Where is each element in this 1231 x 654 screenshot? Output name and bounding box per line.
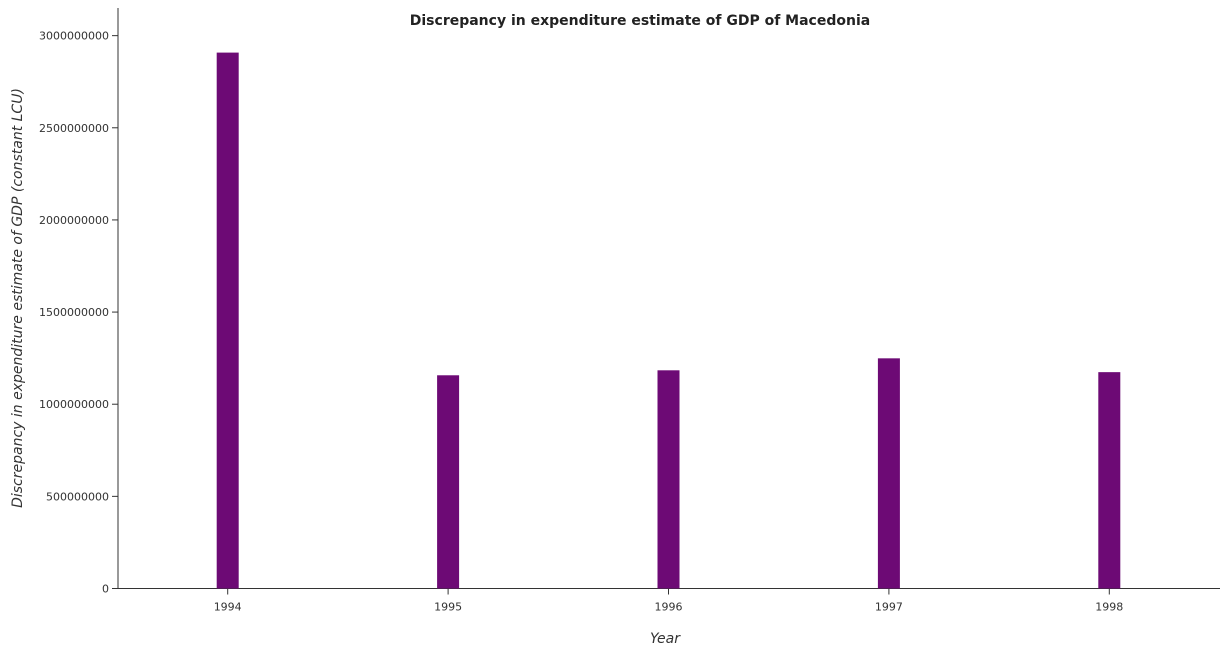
y-tick-label: 1000000000 xyxy=(39,398,109,411)
x-tick-label: 1998 xyxy=(1095,601,1123,614)
y-tick-label: 500000000 xyxy=(46,490,109,503)
x-tick-label: 1996 xyxy=(655,601,683,614)
y-tick-label: 0 xyxy=(102,583,109,596)
y-tick-label: 1500000000 xyxy=(39,306,109,319)
y-tick-label: 2500000000 xyxy=(39,122,109,135)
y-axis-label: Discrepancy in expenditure estimate of G… xyxy=(10,88,26,508)
y-axis-ticks: 0 500000000 1000000000 1500000000 2000000000… xyxy=(39,30,118,596)
bar-1996 xyxy=(657,370,680,589)
chart-title: Discrepancy in expenditure estimate of G… xyxy=(410,13,870,29)
y-tick-label: 3000000000 xyxy=(39,30,109,43)
x-axis-label: Year xyxy=(650,631,681,647)
x-tick-label: 1994 xyxy=(214,601,242,614)
bar-1997 xyxy=(877,358,900,589)
x-axis-ticks: 1994 1995 1996 1997 1998 xyxy=(214,588,1123,614)
plot-area: 0 500000000 1000000000 1500000000 2000000000… xyxy=(39,8,1220,614)
bar-1995 xyxy=(437,375,460,589)
bar-1998 xyxy=(1098,372,1121,589)
x-tick-label: 1995 xyxy=(434,601,462,614)
y-tick-label: 2000000000 xyxy=(39,214,109,227)
bars xyxy=(216,52,1121,589)
bar-1994 xyxy=(216,52,239,589)
x-tick-label: 1997 xyxy=(875,601,903,614)
